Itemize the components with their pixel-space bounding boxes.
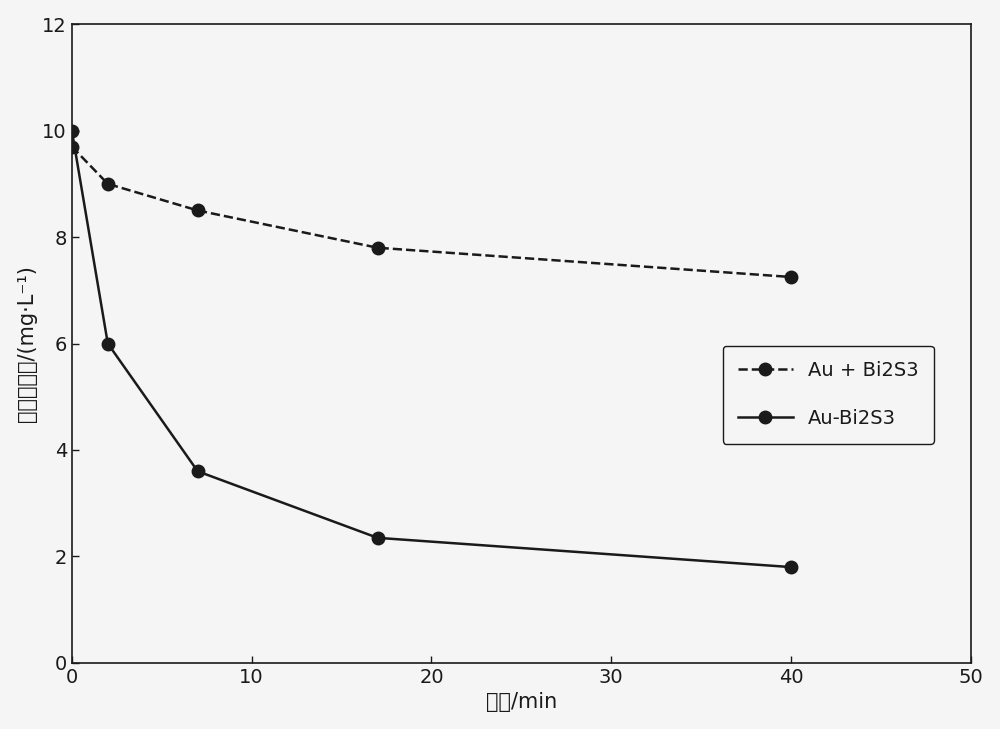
- Line: Au-Bi2S3: Au-Bi2S3: [66, 125, 797, 573]
- Au-Bi2S3: [66, 126, 78, 135]
- X-axis label: 时间/min: 时间/min: [486, 693, 557, 712]
- Au + Bi2S3: [102, 179, 114, 188]
- Legend: Au + Bi2S3, Au-Bi2S3: Au + Bi2S3, Au-Bi2S3: [723, 346, 934, 444]
- Au-Bi2S3: [192, 467, 204, 475]
- Au + Bi2S3: [785, 273, 797, 281]
- Au-Bi2S3: [102, 339, 114, 348]
- Y-axis label: 亚甲蓝浓度/(mg·L⁻¹): 亚甲蓝浓度/(mg·L⁻¹): [17, 265, 37, 422]
- Au-Bi2S3: [785, 563, 797, 572]
- Au + Bi2S3: [192, 206, 204, 215]
- Au + Bi2S3: [66, 142, 78, 151]
- Au + Bi2S3: [372, 243, 384, 252]
- Line: Au + Bi2S3: Au + Bi2S3: [66, 141, 797, 284]
- Au-Bi2S3: [372, 534, 384, 542]
